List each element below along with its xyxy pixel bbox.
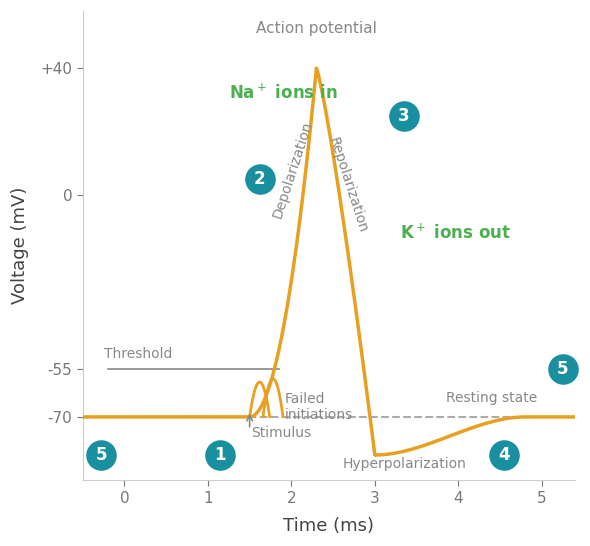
Text: Threshold: Threshold	[103, 347, 172, 361]
Text: Failed
initiations: Failed initiations	[285, 391, 353, 422]
Text: Repolarization: Repolarization	[326, 136, 370, 235]
Text: 3: 3	[398, 106, 410, 124]
Text: Resting state: Resting state	[446, 391, 537, 405]
X-axis label: Time (ms): Time (ms)	[283, 517, 375, 535]
Text: 2: 2	[254, 170, 266, 188]
Text: Action potential: Action potential	[256, 21, 377, 37]
Text: 1: 1	[215, 446, 226, 464]
Text: Depolarization: Depolarization	[271, 119, 316, 220]
Text: Stimulus: Stimulus	[251, 426, 312, 441]
Text: 4: 4	[499, 446, 510, 464]
Text: 5: 5	[557, 360, 568, 378]
Text: Hyperpolarization: Hyperpolarization	[342, 457, 466, 471]
Text: Na$^+$ ions in: Na$^+$ ions in	[229, 84, 337, 103]
Text: 5: 5	[95, 446, 107, 464]
Y-axis label: Voltage (mV): Voltage (mV)	[11, 187, 29, 305]
Text: K$^+$ ions out: K$^+$ ions out	[400, 223, 511, 243]
